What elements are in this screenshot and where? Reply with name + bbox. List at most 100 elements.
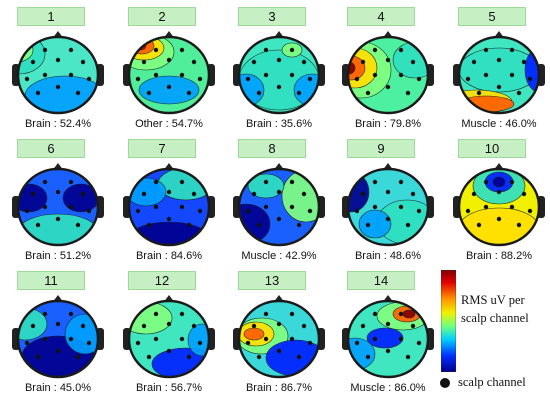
component-classification-label: Brain : 35.6%	[245, 118, 313, 130]
scalp-channel-dot	[251, 191, 257, 197]
scalp-channel-dot	[186, 354, 192, 360]
scalp-channel-dot	[68, 204, 74, 210]
scalp-channel-dot	[509, 204, 515, 210]
scalp-channel-dot	[191, 323, 197, 329]
scalp-channel-dot	[141, 59, 147, 65]
scalp-channel-dot	[256, 354, 262, 360]
scalp-channel-dot	[153, 47, 159, 53]
colorbar	[441, 270, 456, 372]
scalp-channel-dot	[296, 90, 302, 96]
component-number: 5	[458, 7, 526, 26]
component-number: 13	[238, 271, 306, 290]
scalp-channel-dot	[80, 191, 86, 197]
scalp-channel-dot	[166, 216, 172, 222]
scalp-channel-dot	[398, 47, 404, 53]
scalp-channel-dot	[465, 208, 471, 214]
scalp-channel-dot	[153, 311, 159, 317]
scalp-channel-dot	[68, 47, 74, 53]
scalp-channel-dot	[135, 76, 141, 82]
scalp-channel-dot	[245, 208, 251, 214]
scalp-channel-dot	[263, 311, 269, 317]
scalp-channel-dot	[263, 336, 269, 342]
scalp-channel-dot	[179, 336, 185, 342]
component-classification-label: Brain : 48.6%	[354, 250, 422, 262]
scalp-channel-dot	[365, 90, 371, 96]
scalp-channel-dot	[289, 311, 295, 317]
colorbar-label: RMS uV per scalp channel	[461, 291, 550, 327]
scalp-channel-dot	[251, 323, 257, 329]
scalp-channel-dot	[398, 204, 404, 210]
scalp-channel-dot	[289, 204, 295, 210]
scalp-channel-dot	[385, 57, 391, 63]
scalp-channel-dot	[166, 321, 172, 327]
scalp-channel-dot	[42, 47, 48, 53]
colorbar-label-line1: RMS uV per	[461, 293, 525, 307]
component-number: 12	[128, 271, 196, 290]
scalp-channel-dot	[263, 72, 269, 78]
scalp-channel-dot	[68, 179, 74, 185]
scalp-channel-dot	[166, 84, 172, 90]
scalp-channel-marker	[440, 378, 450, 388]
scalp-channel-dot	[179, 72, 185, 78]
scalp-channel-dot	[483, 179, 489, 185]
scalp-channel-dot	[360, 59, 366, 65]
scalp-channel-dot	[263, 179, 269, 185]
scalp-channel-dot	[410, 191, 416, 197]
scalp-topography-map	[233, 295, 325, 379]
scalp-channel-dot	[307, 76, 313, 82]
scalp-channel-dot	[372, 311, 378, 317]
scalp-channel-dot	[245, 340, 251, 346]
scalp-channel-dot	[372, 336, 378, 342]
component-number: 1	[17, 7, 85, 26]
scalp-channel-dot	[405, 354, 411, 360]
scalp-channel-dot	[146, 354, 152, 360]
component-classification-label: Brain : 52.4%	[24, 118, 92, 130]
scalp-channel-dot	[141, 323, 147, 329]
scalp-channel-dot	[256, 222, 262, 228]
scalp-channel-dot	[55, 189, 61, 195]
scalp-channel-dot	[42, 72, 48, 78]
scalp-channel-dot	[307, 208, 313, 214]
scalp-channel-dot	[365, 222, 371, 228]
scalp-channel-dot	[398, 72, 404, 78]
scalp-channel-dot	[68, 336, 74, 342]
scalp-channel-dot	[521, 59, 527, 65]
scalp-channel-dot	[296, 222, 302, 228]
scalp-channel-dot	[263, 47, 269, 53]
scalp-topography-map	[12, 163, 104, 247]
scalp-topography-map	[12, 31, 104, 115]
scalp-channel-dot	[405, 90, 411, 96]
scalp-channel-dot	[86, 76, 92, 82]
component-number: 9	[347, 139, 415, 158]
scalp-channel-dot	[42, 311, 48, 317]
scalp-channel-dot	[55, 321, 61, 327]
component-panel: 5 Muscle : 46.0%	[446, 0, 550, 132]
scalp-channel-dot	[289, 72, 295, 78]
scalp-channel-dot	[24, 76, 30, 82]
scalp-topography-map	[342, 31, 434, 115]
component-number: 7	[128, 139, 196, 158]
scalp-channel-dot	[465, 76, 471, 82]
scalp-channel-dot	[385, 216, 391, 222]
scalp-channel-dot	[256, 90, 262, 96]
scalp-channel-dot	[527, 76, 533, 82]
component-number: 6	[17, 139, 85, 158]
scalp-channel-dot	[385, 321, 391, 327]
scalp-channel-dot	[516, 222, 522, 228]
scalp-channel-dot	[166, 348, 172, 354]
scalp-channel-dot	[153, 336, 159, 342]
scalp-channel-dot	[496, 84, 502, 90]
scalp-channel-dot	[197, 76, 203, 82]
scalp-channel-dot	[471, 191, 477, 197]
scalp-channel-dot	[135, 208, 141, 214]
component-number: 4	[347, 7, 415, 26]
component-panel: 12 Brain : 56.7%	[116, 264, 222, 396]
scalp-channel-dot	[153, 179, 159, 185]
scalp-channel-dot	[276, 57, 282, 63]
scalp-channel-dot	[416, 76, 422, 82]
scalp-channel-dot	[509, 179, 515, 185]
component-classification-label: Muscle : 46.0%	[461, 118, 537, 130]
component-classification-label: Brain : 45.0%	[24, 382, 92, 394]
component-panel: 11 Brain : 45.0%	[5, 264, 111, 396]
component-classification-label: Muscle : 42.9%	[241, 250, 317, 262]
